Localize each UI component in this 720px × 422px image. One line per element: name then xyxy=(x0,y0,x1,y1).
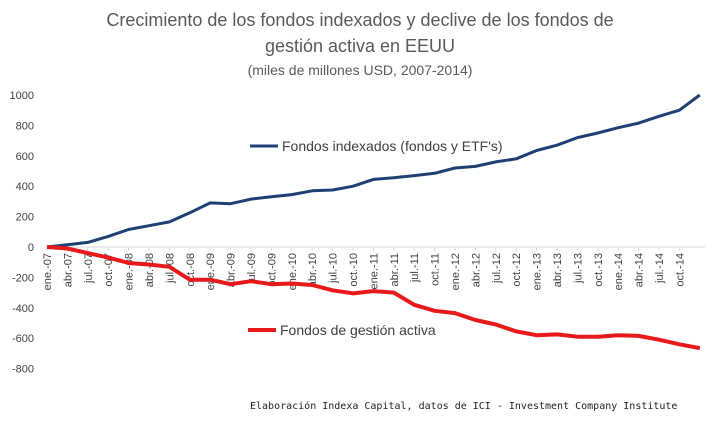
y-tick-label: -200 xyxy=(12,272,34,284)
y-tick-label: 200 xyxy=(16,212,34,224)
y-tick-label: 0 xyxy=(28,242,34,254)
legend-label: Fondos de gestión activa xyxy=(280,322,436,338)
x-tick-label: oct.-09 xyxy=(266,253,278,287)
x-tick-label: abr.-10 xyxy=(307,253,319,287)
x-tick-label: jul.-11 xyxy=(409,253,421,283)
x-tick-label: ene.-14 xyxy=(613,253,625,290)
x-tick-label: abr.-07 xyxy=(62,253,74,287)
x-tick-label: oct.-10 xyxy=(348,253,360,287)
x-tick-label: ene.-07 xyxy=(42,253,54,290)
x-tick-label: jul.-09 xyxy=(246,253,258,284)
series-line-active xyxy=(46,245,701,351)
x-tick-label: jul.-10 xyxy=(328,253,340,284)
y-tick-label: 1000 xyxy=(10,90,34,102)
x-tick-label: abr.-14 xyxy=(634,253,646,287)
chart-title-line1: Crecimiento de los fondos indexados y de… xyxy=(106,10,614,30)
x-tick-label: jul.-12 xyxy=(491,253,503,284)
x-tick-label: abr.-13 xyxy=(552,253,564,287)
x-tick-label: jul.-14 xyxy=(654,253,666,284)
x-tick-label: oct.-12 xyxy=(511,253,523,287)
x-tick-label: ene.-08 xyxy=(124,253,136,290)
x-tick-label: abr.-11 xyxy=(389,253,401,286)
x-tick-label: abr.-08 xyxy=(144,253,156,287)
x-tick-label: oct.-14 xyxy=(674,253,686,287)
x-tick-label: ene.-13 xyxy=(532,253,544,290)
chart-title-line2: gestión activa en EEUU xyxy=(264,36,456,56)
y-tick-label: -400 xyxy=(12,303,34,315)
y-tick-label: 800 xyxy=(16,120,34,132)
source-note: Elaboración Indexa Capital, datos de ICI… xyxy=(250,401,678,412)
x-tick-label: oct.-11 xyxy=(430,253,442,286)
x-tick-label: ene.-09 xyxy=(205,253,217,290)
x-tick-label: ene.-12 xyxy=(450,253,462,290)
y-tick-label: 600 xyxy=(16,151,34,163)
series-line-indexed xyxy=(46,93,701,249)
x-tick-label: oct.-13 xyxy=(593,253,605,287)
legend-label: Fondos indexados (fondos y ETF's) xyxy=(282,138,503,154)
x-tick-label: abr.-12 xyxy=(470,253,482,287)
y-tick-label: 400 xyxy=(16,181,34,193)
chart-subtitle: (miles de millones USD, 2007-2014) xyxy=(247,62,473,78)
x-tick-label: ene.-11 xyxy=(368,253,380,290)
x-tick-label: abr.-09 xyxy=(226,253,238,287)
y-tick-label: -800 xyxy=(12,364,34,376)
y-tick-label: -600 xyxy=(12,333,34,345)
x-tick-label: oct.-07 xyxy=(103,253,115,287)
x-tick-label: jul.-07 xyxy=(83,253,95,284)
x-tick-label: ene.-10 xyxy=(287,253,299,290)
x-tick-label: jul.-13 xyxy=(572,253,584,284)
